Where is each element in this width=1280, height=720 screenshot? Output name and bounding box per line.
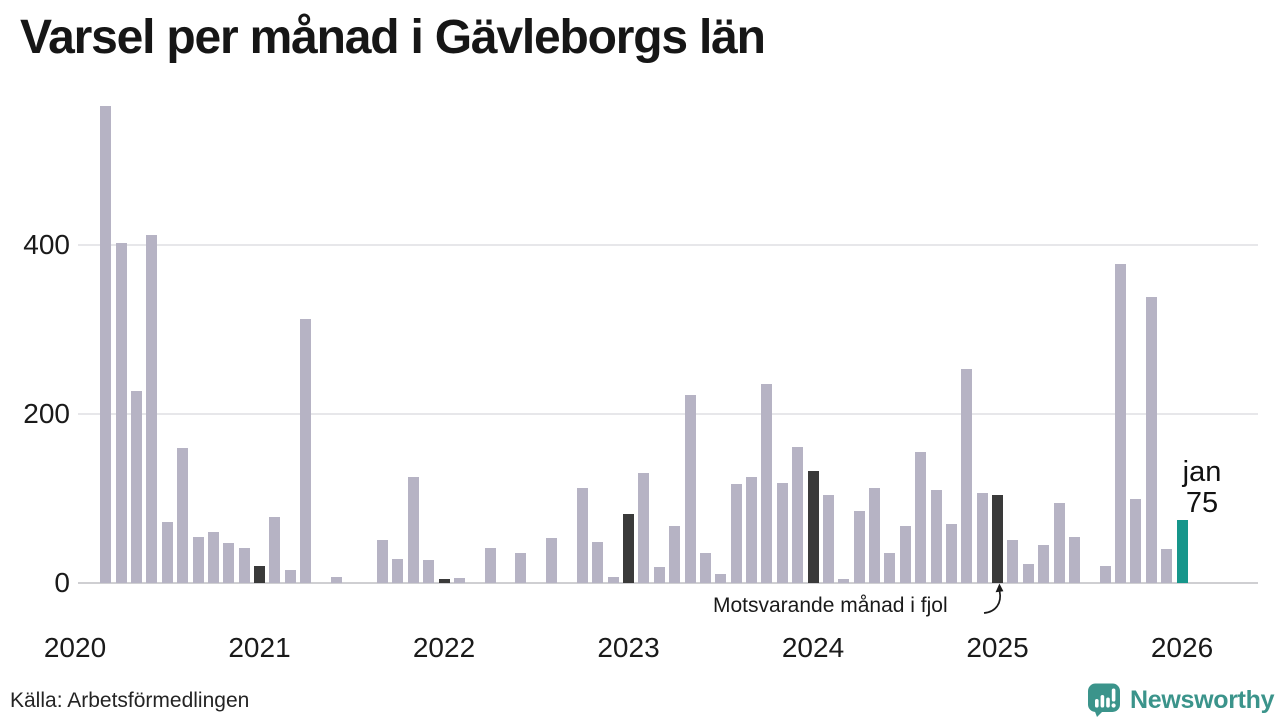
bar-2021-06 (330, 577, 342, 583)
bar-2020-11 (223, 543, 235, 583)
bar-2022-11 (592, 542, 604, 583)
source-credit: Källa: Arbetsförmedlingen (10, 689, 250, 712)
bar-2023-10 (761, 384, 773, 583)
bar-2021-11 (407, 477, 419, 583)
bar-2023-11 (776, 483, 788, 583)
bar-2026-01 (1176, 519, 1188, 583)
brand-logo: Newsworthy (1085, 682, 1275, 718)
x-tick-label-2023: 2023 (597, 632, 660, 663)
bar-2024-09 (930, 490, 942, 583)
x-tick-label-2024: 2024 (781, 632, 845, 663)
bar-2025-05 (1053, 502, 1065, 583)
bar-2020-10 (207, 532, 219, 583)
bar-2023-07 (715, 573, 727, 583)
y-tick-label-0: 0 (54, 567, 70, 598)
y-tick-label-200: 200 (23, 398, 70, 429)
y-tick-label-400: 400 (23, 229, 70, 260)
chart-title: Varsel per månad i Gävleborgs län (20, 11, 766, 64)
gridline-200 (78, 413, 1258, 415)
annotation-last-year: Motsvarande månad i fjol (713, 594, 948, 618)
bar-2025-04 (1038, 544, 1050, 583)
bar-2024-11 (961, 369, 973, 583)
annotation-text: Motsvarande månad i fjol (713, 594, 948, 617)
bar-2024-07 (899, 525, 911, 583)
gridline-0 (78, 582, 1258, 584)
bar-2020-09 (192, 536, 204, 583)
bar-2024-04 (853, 511, 865, 583)
bar-2022-12 (607, 577, 619, 583)
bar-2024-03 (838, 578, 850, 583)
bar-2021-03 (284, 570, 296, 583)
bar-2024-01 (807, 470, 819, 583)
current-month-label: jan (1182, 456, 1222, 488)
bar-2020-05 (131, 391, 142, 583)
bar-2024-05 (869, 487, 880, 583)
bar-2023-09 (746, 476, 757, 583)
bar-2023-01 (623, 513, 634, 583)
bar-2021-09 (377, 539, 388, 583)
bar-2025-01 (992, 495, 1003, 583)
bar-2025-03 (1022, 563, 1034, 583)
x-tick-label-2025: 2025 (966, 632, 1029, 663)
bar-2025-08 (1099, 566, 1111, 583)
current-value-label: jan 75 (1166, 457, 1238, 519)
bar-2022-02 (453, 577, 465, 583)
newsworthy-icon (1088, 683, 1120, 717)
bar-2024-02 (822, 495, 834, 583)
bar-2024-08 (915, 452, 927, 583)
bar-2020-04 (115, 243, 127, 583)
bar-2020-08 (177, 447, 189, 583)
bar-2025-06 (1068, 537, 1080, 583)
bar-2025-11 (1145, 297, 1157, 583)
annotation-arrow-icon (983, 583, 1004, 614)
bar-2025-10 (1130, 498, 1142, 583)
bar-2022-04 (484, 547, 496, 583)
bar-2021-12 (423, 560, 435, 583)
bar-2022-08 (546, 538, 558, 583)
bar-2020-07 (161, 522, 173, 583)
bar-2020-12 (238, 548, 250, 583)
bar-2023-03 (653, 566, 665, 583)
bar-2020-06 (146, 234, 158, 583)
bar-2023-05 (684, 395, 696, 583)
brand-name: Newsworthy (1130, 686, 1275, 714)
x-tick-label-2021: 2021 (228, 632, 291, 663)
x-tick-label-2020: 2020 (43, 632, 107, 663)
bar-2025-12 (1161, 549, 1173, 583)
bar-2021-10 (392, 559, 404, 583)
bar-2020-03 (100, 105, 112, 583)
bar-2023-04 (669, 525, 681, 583)
gridline-400 (78, 244, 1258, 246)
bar-2024-12 (976, 492, 988, 583)
bar-2025-09 (1115, 263, 1126, 583)
bar-2024-06 (884, 552, 896, 583)
bar-2021-01 (254, 566, 265, 583)
bar-2023-08 (730, 484, 742, 583)
x-tick-label-2026: 2026 (1150, 632, 1214, 663)
bar-2022-10 (576, 487, 588, 583)
bar-2022-06 (515, 552, 527, 583)
bar-2023-06 (699, 553, 711, 583)
x-tick-label-2022: 2022 (412, 632, 476, 663)
bar-2021-02 (269, 517, 281, 583)
bar-2024-10 (945, 523, 957, 583)
bar-2023-12 (792, 446, 804, 583)
current-value: 75 (1185, 487, 1219, 519)
bar-2023-02 (638, 473, 650, 583)
bar-2025-02 (1007, 539, 1019, 583)
bar-2022-01 (438, 578, 450, 583)
bar-2021-04 (300, 318, 312, 583)
